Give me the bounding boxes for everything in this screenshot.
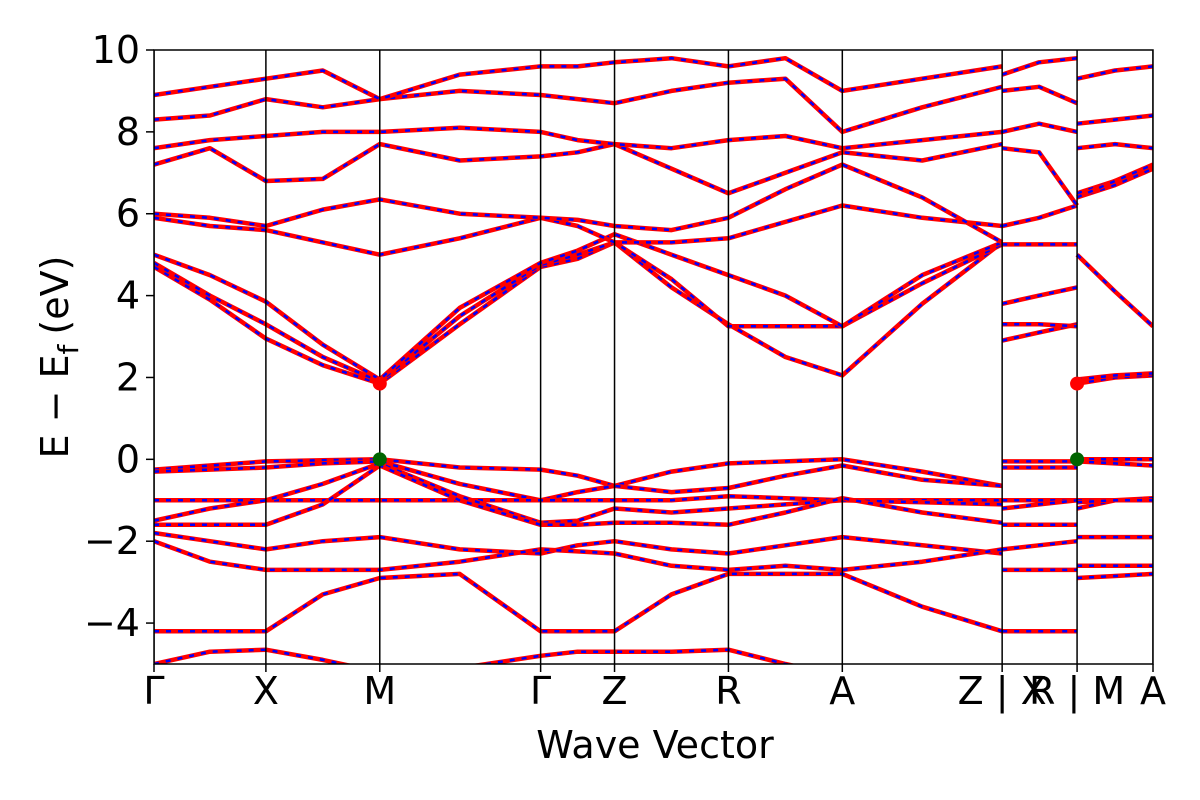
band-line — [154, 76, 1153, 135]
y-tick-label: 2 — [116, 355, 140, 399]
y-tick-label: −2 — [84, 519, 140, 563]
band-line — [154, 162, 1153, 247]
y-label-unit: (eV) — [33, 256, 77, 335]
frame — [153, 49, 1154, 665]
band-line-overlay — [154, 163, 1153, 246]
band-line — [154, 240, 1153, 384]
band-line — [154, 141, 1153, 207]
band-line-overlay — [154, 648, 792, 664]
band-line-overlay — [154, 572, 1153, 633]
band-line-overlay — [154, 460, 1153, 502]
band-line-overlay — [154, 142, 1153, 207]
x-tick-label: Γ — [530, 669, 551, 713]
y-label-main: E − E — [33, 354, 77, 458]
band-line-overlay — [154, 122, 1153, 150]
band-line — [154, 461, 1153, 526]
band-line — [154, 240, 1153, 386]
plot-area — [154, 50, 1153, 664]
band-line-overlay — [154, 241, 1153, 384]
x-tick-label: R — [715, 669, 741, 713]
x-tick-label: R | M — [1029, 669, 1125, 714]
band-line-overlay — [154, 77, 1153, 134]
x-tick-label: Z — [602, 669, 628, 713]
band-line-overlay — [154, 56, 1153, 101]
y-tick-label: 8 — [116, 110, 140, 154]
band-edge-marker — [372, 452, 387, 467]
band-line-overlay — [154, 464, 1153, 527]
y-tick-label: −4 — [84, 601, 140, 645]
band-edge-marker — [372, 376, 387, 391]
x-tick-label: A — [1140, 669, 1166, 713]
band-line-overlay — [154, 232, 1153, 382]
x-tick-label: Z | X — [958, 669, 1047, 714]
band-line-overlay — [154, 240, 1153, 385]
x-axis-label: Wave Vector — [536, 723, 774, 767]
y-tick-label: 4 — [116, 274, 140, 318]
band-line-overlay — [154, 462, 1153, 525]
band-line-overlay — [154, 458, 1153, 488]
y-label-subscript: f — [52, 343, 85, 354]
y-tick-label: 0 — [116, 437, 140, 481]
band-line-overlay — [154, 540, 1153, 572]
band-edge-marker — [1070, 376, 1085, 391]
x-tick-label: X — [253, 669, 279, 713]
y-tick-label: 10 — [92, 28, 140, 72]
x-tick-label: M — [363, 669, 396, 713]
band-line — [154, 121, 1153, 151]
band-line — [154, 571, 1153, 634]
y-axis-label: E − Ef (eV) — [33, 256, 85, 459]
y-tick-label: 6 — [116, 192, 140, 236]
band-edge-marker — [1070, 452, 1085, 467]
x-tick-label: Γ — [143, 669, 164, 713]
x-tick-label: A — [829, 669, 855, 713]
band-line-overlay — [154, 531, 1153, 555]
